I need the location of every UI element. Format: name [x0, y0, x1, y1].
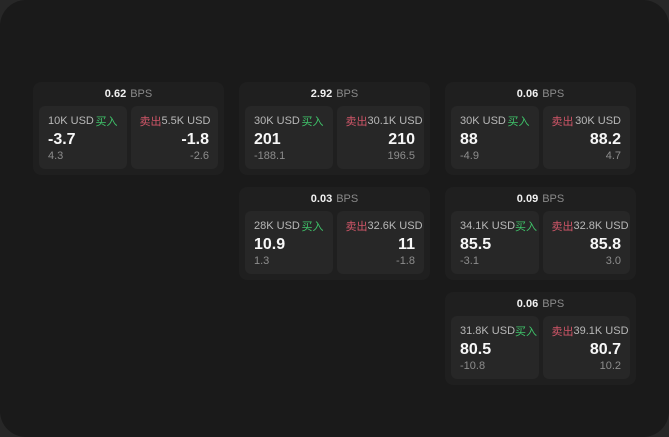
- sell-side-label: 卖出: [139, 116, 162, 128]
- buy-side-label: 买入: [515, 221, 538, 233]
- sell-price: -1.8: [181, 130, 209, 148]
- sell-quote-tile[interactable]: 卖出 39.1K USD 80.7 10.2: [542, 316, 630, 379]
- bps-spread-header: 0.06 BPS: [445, 82, 636, 106]
- sell-quote-tile[interactable]: 卖出 5.5K USD -1.8 -2.6: [130, 106, 218, 169]
- sell-amount: 30.1K USD: [367, 115, 423, 127]
- buy-side-label: 买入: [507, 116, 530, 128]
- sell-quote-tile[interactable]: 卖出 32.8K USD 85.8 3.0: [542, 211, 630, 274]
- bps-unit-label: BPS: [336, 193, 359, 205]
- buy-delta: 4.3: [48, 150, 64, 162]
- sell-price: 11: [398, 235, 415, 253]
- bps-value: 0.06: [516, 298, 539, 310]
- buy-price: 80.5: [460, 340, 492, 358]
- quote-card: 0.09 BPS 34.1K USD 买入 85.5 -3.1 卖出 32.8K…: [445, 187, 636, 280]
- bps-value: 2.92: [310, 88, 333, 100]
- buy-delta: -3.1: [460, 255, 479, 267]
- sell-side-label: 卖出: [551, 221, 574, 233]
- bps-unit-label: BPS: [542, 298, 565, 310]
- buy-amount: 10K USD: [48, 115, 94, 127]
- sell-side-label: 卖出: [345, 221, 368, 233]
- sell-quote-tile[interactable]: 卖出 30K USD 88.2 4.7: [542, 106, 630, 169]
- buy-quote-tile[interactable]: 31.8K USD 买入 80.5 -10.8: [451, 316, 539, 379]
- buy-side-label: 买入: [515, 326, 538, 338]
- buy-price: 201: [254, 130, 281, 148]
- sell-side-label: 卖出: [345, 116, 368, 128]
- sell-delta: 4.7: [605, 150, 621, 162]
- buy-amount: 30K USD: [460, 115, 506, 127]
- sell-delta: 10.2: [599, 360, 621, 372]
- buy-delta: -4.9: [460, 150, 479, 162]
- sell-amount: 5.5K USD: [161, 115, 211, 127]
- sell-delta: -2.6: [190, 150, 209, 162]
- sell-price: 88.2: [589, 130, 621, 148]
- sell-amount: 39.1K USD: [573, 325, 629, 337]
- buy-quote-tile[interactable]: 34.1K USD 买入 85.5 -3.1: [451, 211, 539, 274]
- bps-unit-label: BPS: [542, 88, 565, 100]
- bps-spread-header: 0.62 BPS: [33, 82, 224, 106]
- sell-delta: 3.0: [605, 255, 621, 267]
- sell-side-label: 卖出: [551, 326, 574, 338]
- sell-price: 85.8: [589, 235, 621, 253]
- buy-quote-tile[interactable]: 28K USD 买入 10.9 1.3: [245, 211, 333, 274]
- buy-price: 10.9: [254, 235, 286, 253]
- quote-cards-grid: 0.62 BPS 10K USD 买入 -3.7 4.3 卖出 5.5K USD: [33, 82, 636, 385]
- quote-card: 0.06 BPS 30K USD 买入 88 -4.9 卖出 30K USD: [445, 82, 636, 175]
- sell-quote-tile[interactable]: 卖出 30.1K USD 210 196.5: [336, 106, 424, 169]
- sell-amount: 30K USD: [575, 115, 621, 127]
- sell-side-label: 卖出: [551, 116, 574, 128]
- bps-spread-header: 0.06 BPS: [445, 292, 636, 316]
- quote-card: 0.03 BPS 28K USD 买入 10.9 1.3 卖出 32.6K US…: [239, 187, 430, 280]
- buy-quote-tile[interactable]: 30K USD 买入 88 -4.9: [451, 106, 539, 169]
- bps-unit-label: BPS: [130, 88, 153, 100]
- quote-card: 0.06 BPS 31.8K USD 买入 80.5 -10.8 卖出 39.1…: [445, 292, 636, 385]
- bps-unit-label: BPS: [336, 88, 359, 100]
- bps-spread-header: 0.09 BPS: [445, 187, 636, 211]
- sell-delta: -1.8: [396, 255, 415, 267]
- bps-value: 0.03: [310, 193, 333, 205]
- bps-value: 0.09: [516, 193, 539, 205]
- sell-price: 80.7: [589, 340, 621, 358]
- buy-quote-tile[interactable]: 30K USD 买入 201 -188.1: [245, 106, 333, 169]
- buy-side-label: 买入: [301, 116, 324, 128]
- bps-unit-label: BPS: [542, 193, 565, 205]
- sell-delta: 196.5: [387, 150, 415, 162]
- quote-card: 0.62 BPS 10K USD 买入 -3.7 4.3 卖出 5.5K USD: [33, 82, 224, 175]
- buy-delta: -10.8: [460, 360, 486, 372]
- sell-price: 210: [388, 130, 415, 148]
- buy-amount: 34.1K USD: [460, 220, 516, 232]
- buy-amount: 30K USD: [254, 115, 300, 127]
- bps-value: 0.62: [104, 88, 127, 100]
- buy-amount: 28K USD: [254, 220, 300, 232]
- buy-delta: 1.3: [254, 255, 270, 267]
- buy-side-label: 买入: [301, 221, 324, 233]
- buy-price: 85.5: [460, 235, 492, 253]
- sell-quote-tile[interactable]: 卖出 32.6K USD 11 -1.8: [336, 211, 424, 274]
- bps-value: 0.06: [516, 88, 539, 100]
- buy-side-label: 买入: [95, 116, 118, 128]
- buy-quote-tile[interactable]: 10K USD 买入 -3.7 4.3: [39, 106, 127, 169]
- quote-card: 2.92 BPS 30K USD 买入 201 -188.1 卖出 30.1K …: [239, 82, 430, 175]
- sell-amount: 32.8K USD: [573, 220, 629, 232]
- bps-spread-header: 2.92 BPS: [239, 82, 430, 106]
- sell-amount: 32.6K USD: [367, 220, 423, 232]
- buy-amount: 31.8K USD: [460, 325, 516, 337]
- buy-delta: -188.1: [254, 150, 286, 162]
- buy-price: 88: [460, 130, 478, 148]
- bps-spread-header: 0.03 BPS: [239, 187, 430, 211]
- buy-price: -3.7: [48, 130, 76, 148]
